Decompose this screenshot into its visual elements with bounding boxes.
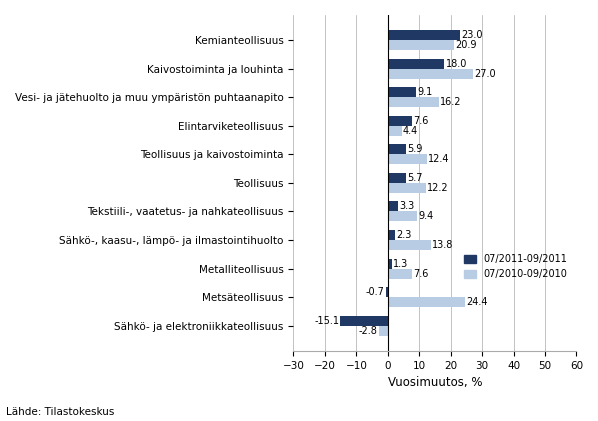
Text: -0.7: -0.7 xyxy=(365,287,385,297)
Bar xyxy=(388,240,431,250)
Text: 27.0: 27.0 xyxy=(474,69,496,79)
Text: 9.1: 9.1 xyxy=(417,87,433,97)
Bar xyxy=(388,69,472,79)
Text: Lähde: Tilastokeskus: Lähde: Tilastokeskus xyxy=(6,407,114,417)
Text: 18.0: 18.0 xyxy=(446,59,467,69)
Text: 5.7: 5.7 xyxy=(407,173,422,183)
Text: -15.1: -15.1 xyxy=(314,316,339,325)
Bar xyxy=(386,287,388,297)
Text: 12.4: 12.4 xyxy=(428,155,450,164)
Text: 20.9: 20.9 xyxy=(454,40,476,50)
Bar xyxy=(388,211,417,221)
Legend: 07/2011-09/2011, 07/2010-09/2010: 07/2011-09/2011, 07/2010-09/2010 xyxy=(460,250,572,283)
Bar xyxy=(388,297,465,307)
Bar xyxy=(388,269,411,279)
Text: 2.3: 2.3 xyxy=(396,230,411,240)
Text: 4.4: 4.4 xyxy=(403,126,418,136)
Bar xyxy=(340,316,388,325)
Text: 7.6: 7.6 xyxy=(413,269,428,279)
Text: 24.4: 24.4 xyxy=(466,297,487,307)
Bar xyxy=(388,155,427,164)
Bar xyxy=(388,173,405,183)
X-axis label: Vuosimuutos, %: Vuosimuutos, % xyxy=(388,376,482,389)
Text: 9.4: 9.4 xyxy=(419,211,434,221)
Bar xyxy=(388,30,460,40)
Bar xyxy=(388,230,395,240)
Bar xyxy=(388,126,402,136)
Bar xyxy=(379,325,388,336)
Bar xyxy=(388,258,392,269)
Bar xyxy=(388,183,426,193)
Bar xyxy=(388,97,439,107)
Text: -2.8: -2.8 xyxy=(359,325,378,336)
Bar xyxy=(388,116,411,126)
Bar xyxy=(388,59,444,69)
Text: 7.6: 7.6 xyxy=(413,116,428,126)
Text: 16.2: 16.2 xyxy=(440,97,462,107)
Text: 12.2: 12.2 xyxy=(428,183,449,193)
Bar xyxy=(388,144,407,155)
Text: 23.0: 23.0 xyxy=(462,30,483,40)
Text: 5.9: 5.9 xyxy=(408,144,423,155)
Text: 3.3: 3.3 xyxy=(399,202,414,211)
Text: 13.8: 13.8 xyxy=(432,240,454,250)
Text: 1.3: 1.3 xyxy=(393,258,408,269)
Bar xyxy=(388,87,416,97)
Bar xyxy=(388,40,453,50)
Bar xyxy=(388,202,398,211)
